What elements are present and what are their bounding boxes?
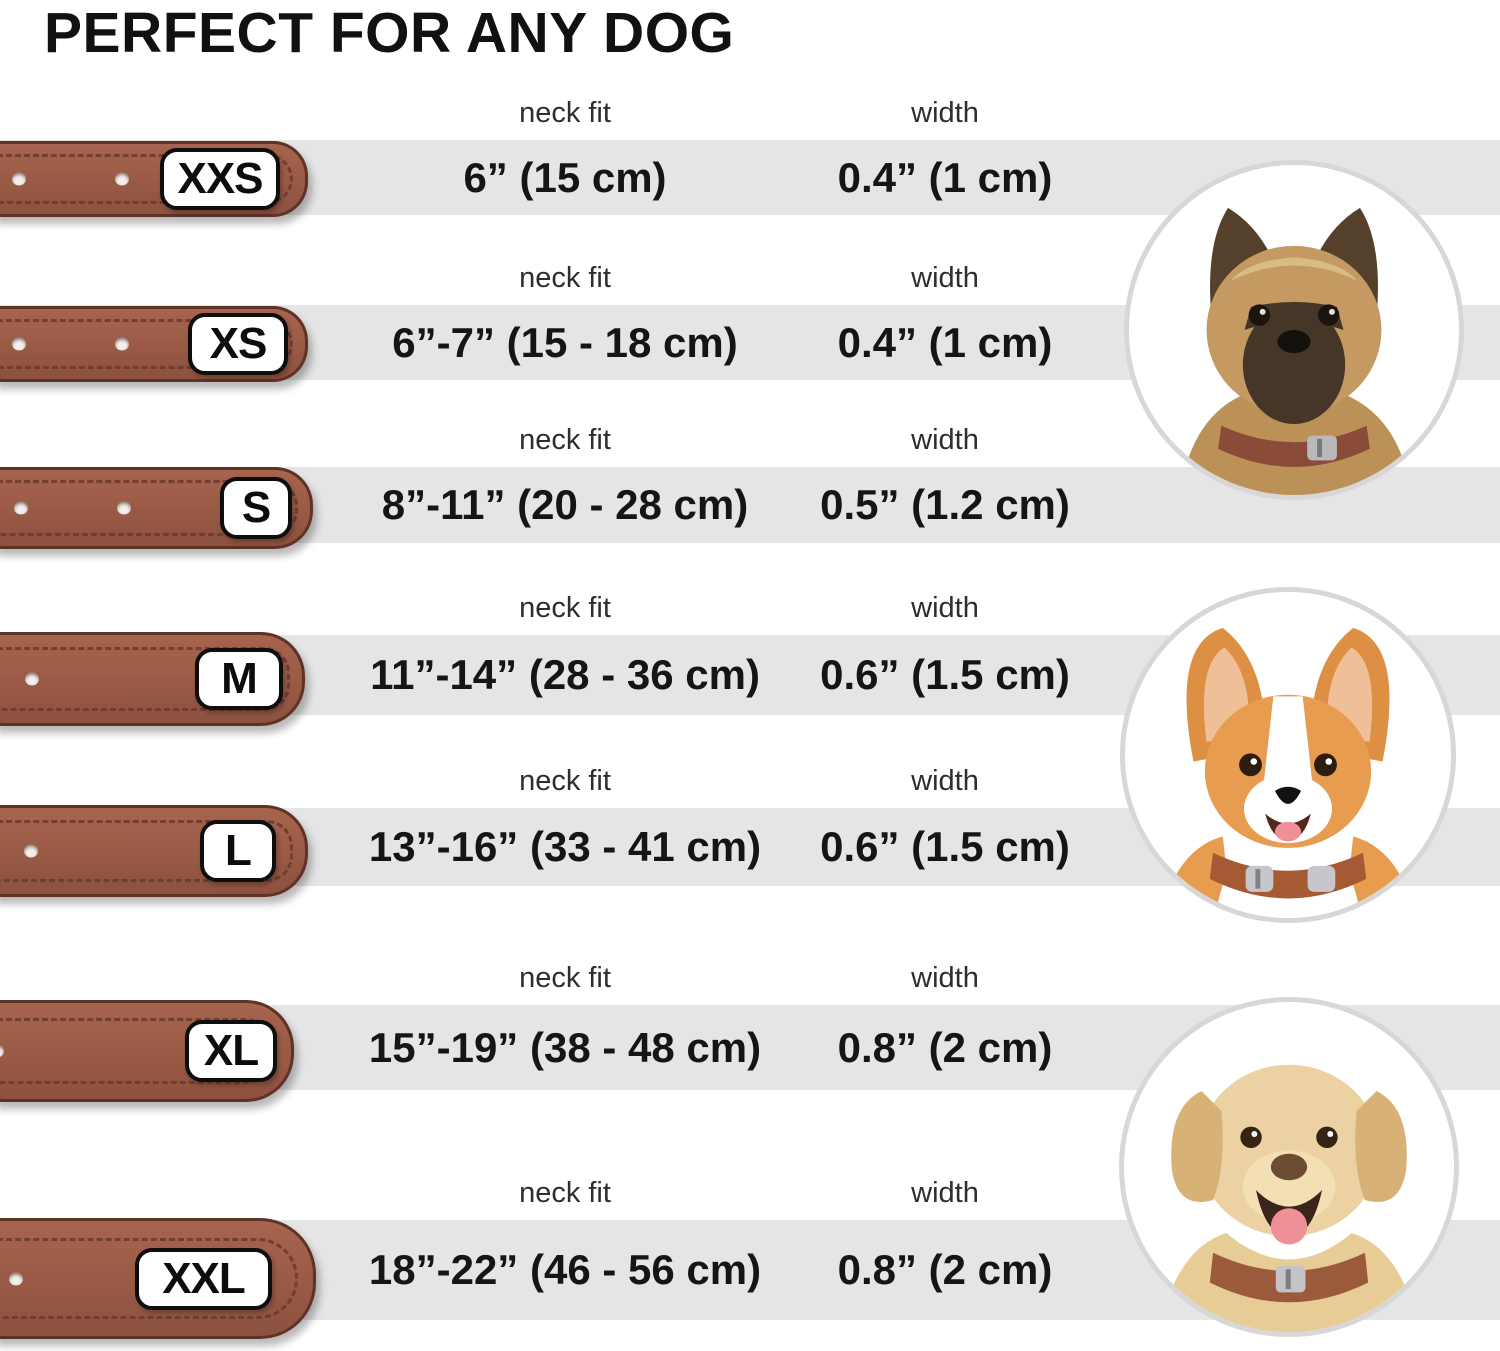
neck-fit-column-header: neck fit [519,1176,611,1209]
collar-hole [24,844,38,858]
page-title: PERFECT FOR ANY DOG [44,1,735,65]
collar-hole [0,1044,4,1058]
size-tag-xxl: XXL [135,1247,272,1310]
collar-hole [117,501,131,515]
collar-strap-xs: XS [0,306,308,382]
collar-strap-l: L [0,805,308,897]
neck-fit-column-header: neck fit [519,423,611,456]
size-tag-s: S [220,477,292,539]
collar-stitching [0,1238,298,1319]
collar-hole [12,337,26,351]
corgi-illustration [1159,627,1417,918]
size-tag-l: L [200,820,276,882]
collar-stitching [0,154,293,204]
width-column-header: width [911,1176,979,1209]
collar-hole [25,672,39,686]
collar-hole [115,337,129,351]
collar-strap-xxs: XXS [0,141,308,217]
neck-fit-value: 11”-14” (28 - 36 cm) [370,651,760,698]
width-column-header: width [911,423,979,456]
collar-hole [12,172,26,186]
labrador-illustration [1158,1064,1420,1332]
width-value: 0.5” (1.2 cm) [820,481,1070,528]
collar-stitching [0,319,293,369]
neck-fit-value: 18”-22” (46 - 56 cm) [368,1246,762,1293]
neck-fit-column-header: neck fit [519,961,611,994]
width-value: 0.4” (1 cm) [837,153,1053,201]
width-column-header: width [911,764,979,797]
width-value: 0.4” (1 cm) [837,318,1053,366]
width-value: 0.6” (1.5 cm) [820,823,1070,870]
width-column-header: width [911,961,979,994]
width-value: 0.8” (2 cm) [837,1023,1053,1071]
collar-strap-m: M [0,632,305,726]
collar-stitching [0,820,293,882]
neck-fit-value: 8”-11” (20 - 28 cm) [381,481,749,528]
collar-strap-s: S [0,467,313,549]
collar-strap-xl: XL [0,1000,294,1102]
width-value: 0.6” (1.5 cm) [820,651,1070,698]
collar-stitching [0,647,290,711]
neck-fit-value: 13”-16” (33 - 41 cm) [368,823,762,870]
size-tag-xs: XS [188,313,288,375]
neck-fit-column-header: neck fit [519,96,611,129]
size-row-s: neck fit width S 8”-11” (20 - 28 cm) 0.5… [0,424,1500,549]
neck-fit-value: 15”-19” (38 - 48 cm) [368,1023,762,1071]
dog-photo-labrador [1119,997,1459,1337]
neck-fit-value: 6” (15 cm) [463,153,667,201]
terrier-illustration [1179,207,1412,495]
collar-hole [9,1272,23,1285]
size-tag-xxs: XXS [160,148,280,210]
dog-photo-corgi [1120,587,1456,923]
neck-fit-value: 6”-7” (15 - 18 cm) [392,318,738,366]
collar-hole [14,501,28,515]
width-value: 0.8” (2 cm) [837,1246,1053,1293]
collar-strap-xxl: XXL [0,1218,316,1339]
size-tag-xl: XL [185,1020,277,1082]
dog-photo-terrier [1124,160,1464,500]
neck-fit-column-header: neck fit [519,591,611,624]
width-column-header: width [911,591,979,624]
size-tag-m: M [195,648,283,710]
width-column-header: width [911,261,979,294]
collar-stitching [0,480,298,536]
collar-hole [115,172,129,186]
width-column-header: width [911,96,979,129]
neck-fit-column-header: neck fit [519,764,611,797]
neck-fit-column-header: neck fit [519,261,611,294]
